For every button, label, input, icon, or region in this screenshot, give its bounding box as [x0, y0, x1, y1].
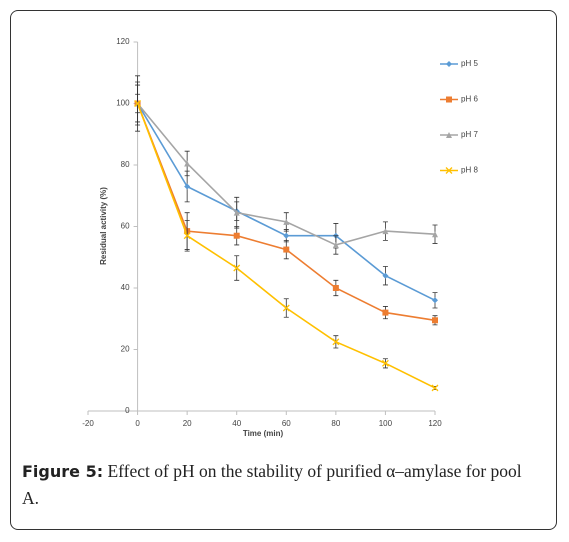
data-point [283, 246, 290, 253]
x-tick-label: -20 [82, 419, 94, 428]
caption: Figure 5: Effect of pH on the stability … [22, 458, 542, 511]
x-tick-label: 60 [282, 419, 291, 428]
data-point [184, 160, 191, 167]
data-point [432, 231, 438, 238]
x-tick-label: 20 [183, 419, 192, 428]
series-line [136, 103, 436, 322]
y-tick-label: 60 [121, 222, 130, 231]
data-point [183, 232, 191, 240]
data-point [431, 384, 439, 392]
y-tick-label: 20 [121, 345, 130, 354]
legend-label: pH 5 [461, 59, 478, 68]
legend-label: pH 8 [461, 166, 478, 175]
caption-label: Figure 5: [22, 462, 104, 481]
data-point [382, 272, 389, 279]
data-point [381, 359, 389, 367]
x-tick-label: 80 [331, 419, 340, 428]
series-line [136, 103, 436, 302]
legend-marker [446, 132, 452, 138]
data-point [283, 232, 290, 239]
data-point [432, 297, 438, 304]
y-tick-label: 120 [116, 37, 130, 46]
y-tick-label: 0 [125, 406, 130, 415]
data-point [382, 228, 389, 235]
legend-label: pH 6 [461, 95, 478, 104]
data-point [184, 183, 191, 190]
x-tick-label: 40 [232, 419, 241, 428]
data-point [233, 209, 240, 216]
y-axis-label: Residual activity (%) [99, 187, 108, 265]
data-point [233, 232, 240, 239]
x-tick-label: 0 [135, 419, 140, 428]
x-axis-label: Time (min) [243, 429, 284, 438]
data-point [283, 218, 290, 225]
data-point [332, 285, 339, 291]
legend-label: pH 7 [461, 130, 478, 139]
data-point [282, 304, 290, 312]
data-point [332, 338, 340, 346]
legend-marker [445, 167, 453, 174]
caption-text: Effect of pH on the stability of purifie… [22, 461, 522, 508]
legend-marker [446, 96, 452, 103]
figure-frame [10, 10, 557, 530]
data-point [332, 241, 339, 248]
data-point [134, 100, 142, 107]
data-point [432, 317, 438, 324]
y-tick-label: 80 [121, 160, 130, 169]
x-tick-label: 100 [379, 419, 393, 428]
y-tick-label: 100 [116, 99, 130, 108]
data-point [382, 309, 389, 316]
chart: Time (min) Residual activity (%) 0 20 40 60… [82, 37, 478, 438]
x-tick-label: 120 [428, 419, 442, 428]
legend-marker [446, 61, 452, 67]
y-tick-label: 40 [121, 283, 130, 292]
data-point [233, 264, 241, 272]
